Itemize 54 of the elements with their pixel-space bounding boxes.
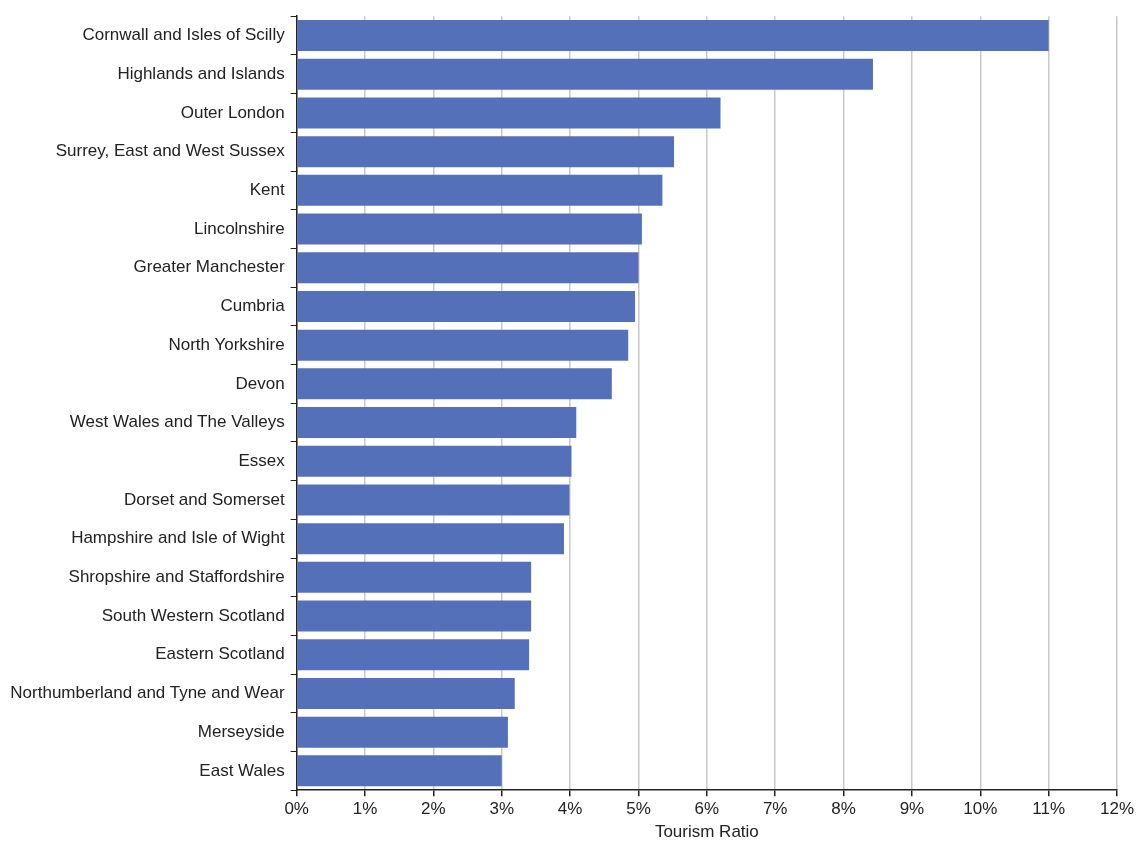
y-tick-label: Greater Manchester: [133, 257, 286, 277]
x-tick-label: 5%: [626, 799, 651, 819]
y-tick-label: Lincolnshire: [193, 218, 285, 238]
y-tick-label: Highlands and Islands: [117, 63, 285, 83]
x-tick-label: 0%: [284, 799, 309, 819]
y-tick-label: Hampshire and Isle of Wight: [71, 528, 285, 548]
y-tick-label: Northumberland and Tyne and Wear: [10, 683, 286, 703]
y-tick-label: Cornwall and Isles of Scilly: [82, 25, 286, 45]
bar: [297, 252, 639, 284]
x-tick-label: 9%: [899, 799, 925, 819]
x-tick-label: 1%: [352, 799, 378, 819]
bar: [297, 97, 721, 129]
x-tick-label: 3%: [489, 799, 515, 819]
x-tick-label: 12%: [1099, 799, 1135, 819]
y-tick-label: Dorset and Somerset: [124, 489, 285, 509]
bar: [297, 755, 502, 787]
x-axis-title: Tourism Ratio: [654, 822, 759, 842]
x-tick-label: 8%: [831, 799, 856, 819]
y-tick-label: Shropshire and Staffordshire: [68, 567, 285, 587]
bar: [297, 20, 1049, 52]
x-tick-label: 6%: [694, 799, 720, 819]
x-tick-label: 2%: [421, 799, 446, 819]
y-tick-label: Eastern Scotland: [155, 644, 285, 664]
bar: [297, 174, 663, 206]
bar: [297, 136, 675, 168]
x-tick-label: 11%: [1032, 799, 1066, 819]
y-tick-label: West Wales and The Valleys: [69, 412, 285, 432]
y-tick-label: Surrey, East and West Sussex: [55, 141, 286, 161]
bar: [297, 213, 642, 245]
y-tick-label: Kent: [249, 180, 285, 200]
y-tick-label: East Wales: [199, 760, 285, 780]
bar: [297, 561, 532, 593]
bar: [297, 445, 572, 477]
bar: [297, 600, 532, 632]
bar: [297, 639, 530, 671]
bar: [297, 523, 564, 555]
x-tick-label: 7%: [762, 799, 788, 819]
y-tick-label: Devon: [235, 373, 285, 393]
bar: [297, 290, 636, 322]
x-tick-label: 10%: [963, 799, 998, 819]
bar: [297, 716, 508, 748]
bar: [297, 368, 612, 400]
y-tick-label: South Western Scotland: [101, 605, 285, 625]
bar: [297, 58, 873, 90]
bar: [297, 484, 570, 516]
bar: [297, 677, 515, 709]
y-tick-label: Merseyside: [197, 721, 285, 741]
x-tick-label: 4%: [557, 799, 583, 819]
y-tick-label: Essex: [238, 450, 286, 470]
bar: [297, 329, 629, 361]
y-tick-label: Outer London: [180, 102, 285, 122]
bar: [297, 407, 577, 439]
y-tick-label: North Yorkshire: [168, 334, 285, 354]
y-tick-label: Cumbria: [220, 296, 286, 316]
